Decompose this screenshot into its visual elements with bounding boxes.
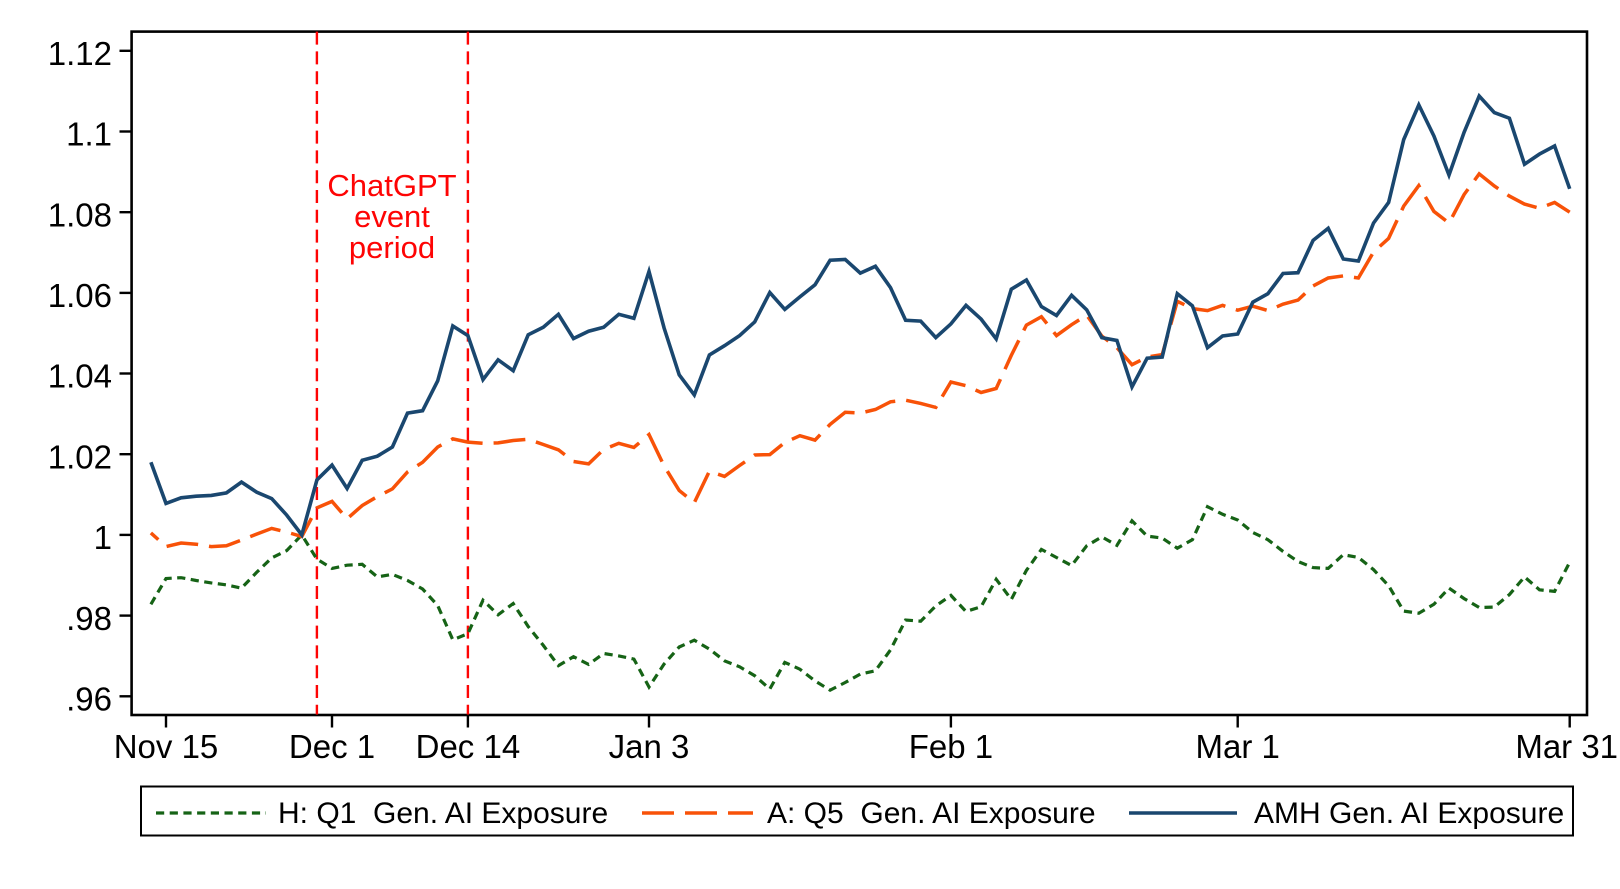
svg-text:Dec 14: Dec 14 [416, 728, 521, 765]
svg-text:Nov 15: Nov 15 [114, 728, 219, 765]
svg-text:1.02: 1.02 [48, 438, 112, 475]
svg-text:Jan 3: Jan 3 [609, 728, 690, 765]
svg-text:1.06: 1.06 [48, 277, 112, 314]
svg-text:H: Q1 Gen. AI Exposure: H: Q1 Gen. AI Exposure [278, 797, 608, 830]
svg-text:.96: .96 [66, 681, 112, 718]
svg-text:period: period [349, 230, 435, 265]
svg-text:A: Q5 Gen. AI Exposure: A: Q5 Gen. AI Exposure [767, 797, 1096, 830]
svg-text:.98: .98 [66, 600, 112, 637]
svg-text:1.1: 1.1 [66, 116, 112, 153]
svg-text:1.04: 1.04 [48, 358, 112, 395]
svg-text:Mar 31: Mar 31 [1515, 728, 1618, 765]
svg-text:1.08: 1.08 [48, 196, 112, 233]
svg-text:Feb 1: Feb 1 [909, 728, 993, 765]
svg-text:1: 1 [94, 519, 112, 556]
svg-text:ChatGPT: ChatGPT [327, 168, 456, 203]
svg-text:Dec 1: Dec 1 [289, 728, 375, 765]
svg-text:AMH Gen. AI Exposure: AMH Gen. AI Exposure [1254, 797, 1564, 830]
svg-text:1.12: 1.12 [48, 35, 112, 72]
svg-text:Mar 1: Mar 1 [1196, 728, 1280, 765]
svg-text:event: event [354, 199, 430, 234]
